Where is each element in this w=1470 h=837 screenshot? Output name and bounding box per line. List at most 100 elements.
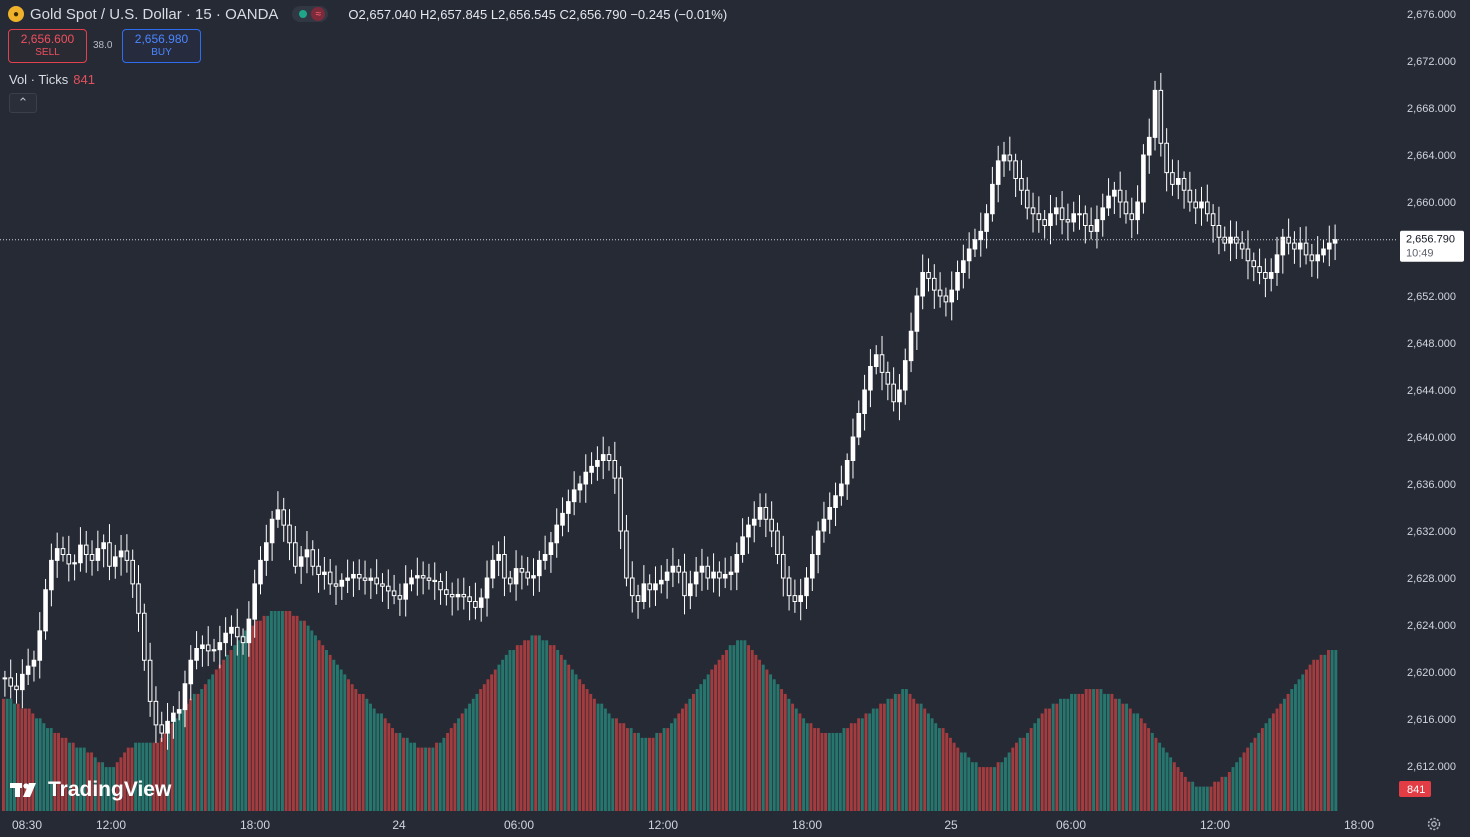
volume-bar (365, 698, 369, 811)
volume-bar (1011, 747, 1015, 811)
volume-bar (703, 679, 706, 811)
volume-bar (383, 718, 387, 811)
volume-bar (805, 723, 809, 811)
volume-bar (115, 762, 119, 811)
price-tick-label: 2,672.000 (1407, 56, 1456, 68)
volume-bar (835, 732, 839, 811)
volume-badge: 841 (1399, 781, 1431, 797)
volume-bar (1282, 698, 1286, 811)
candle (351, 561, 356, 597)
candle (1013, 153, 1018, 197)
volume-bar (853, 723, 857, 811)
candle (356, 559, 362, 591)
volume-bar (13, 703, 16, 811)
volume-bar (336, 664, 339, 811)
volume-legend[interactable]: Vol · Ticks 841 (9, 72, 95, 87)
candle (931, 264, 937, 309)
time-tick-label: 24 (392, 818, 406, 832)
volume-bar (203, 684, 207, 811)
price-tick-label: 2,628.000 (1407, 573, 1456, 585)
volume-bar (838, 732, 842, 811)
candle (304, 531, 310, 574)
candle (1205, 184, 1210, 222)
candle (8, 659, 14, 699)
market-status-pill[interactable]: ≈ (292, 6, 329, 22)
volume-bar (247, 625, 251, 811)
time-axis[interactable]: 08:30 12:00 18:00 24 06:00 12:00 18:00 25 06:00 1… (12, 818, 1374, 832)
volume-bar (1015, 742, 1018, 811)
volume-bar (1238, 757, 1242, 811)
candle (1036, 196, 1042, 233)
candle (1146, 118, 1152, 174)
candle (107, 524, 112, 581)
volume-bar (394, 732, 398, 811)
candle (281, 497, 287, 542)
candle (380, 573, 385, 602)
price-tick-label: 2,632.000 (1407, 526, 1456, 538)
collapse-legend-button[interactable]: ⌃ (9, 93, 37, 113)
volume-bar (846, 728, 850, 811)
candle (926, 258, 931, 292)
volume-bar (137, 742, 141, 811)
candle (844, 453, 850, 500)
candle (1303, 226, 1309, 265)
volume-bar (405, 737, 409, 811)
volume-bar (541, 640, 545, 811)
ohlc-values: O2,657.040 H2,657.845 L2,656.545 C2,656.… (348, 6, 728, 22)
price-tick-label: 2,664.000 (1407, 150, 1456, 162)
volume-bar (864, 713, 868, 811)
gold-symbol-icon: ● (8, 6, 24, 22)
chevron-up-icon: ⌃ (17, 95, 29, 110)
candle (1059, 191, 1065, 235)
price-tick-label: 2,612.000 (1407, 761, 1456, 773)
volume-bar (857, 718, 861, 811)
candle (810, 535, 815, 592)
candle (804, 567, 809, 609)
candle (856, 400, 862, 446)
sell-button[interactable]: 2,656.600 SELL (8, 29, 87, 63)
volume-bar (185, 703, 189, 811)
candle (827, 492, 833, 534)
settings-gear-icon[interactable] (1426, 816, 1442, 832)
candle (1158, 72, 1164, 157)
volume-bar (589, 693, 593, 811)
price-tick-label: 2,620.000 (1407, 667, 1456, 679)
candle (676, 559, 682, 584)
tradingview-wordmark: TradingView (48, 778, 172, 801)
volume-bar (739, 640, 743, 811)
candle (112, 544, 118, 579)
volume-bar (468, 703, 472, 811)
candle (37, 612, 43, 679)
volume-bar (1220, 776, 1224, 811)
volume-bar (816, 728, 820, 811)
volume-bar (750, 650, 754, 811)
symbol-title[interactable]: Gold Spot / U.S. Dollar · 15 · OANDA (30, 5, 279, 23)
candle (43, 578, 48, 640)
volume-bar (992, 767, 996, 811)
volume-bar (725, 650, 728, 811)
volume-bar (57, 732, 60, 811)
volume-bar (1205, 786, 1209, 811)
volume-bar (1308, 664, 1312, 811)
volume-bar (457, 718, 461, 811)
candle (792, 579, 798, 613)
volume-bar (1290, 689, 1294, 811)
volume-bar (596, 703, 600, 811)
volume-bar (761, 664, 765, 811)
time-tick-label: 06:00 (1056, 818, 1086, 832)
volume-bar (670, 723, 673, 811)
candle (1094, 205, 1100, 249)
volume-bar (1227, 771, 1231, 811)
tradingview-watermark[interactable]: TradingView (10, 778, 171, 802)
candle (815, 521, 821, 574)
volume-bar (1106, 693, 1110, 811)
candle (101, 534, 106, 568)
candle (1030, 192, 1036, 233)
volume-bar (570, 669, 574, 811)
buy-button[interactable]: 2,656.980 BUY (122, 29, 201, 63)
candle (885, 361, 891, 401)
candle (496, 541, 501, 577)
volume-bar (559, 654, 563, 811)
volume-bar (981, 767, 985, 811)
